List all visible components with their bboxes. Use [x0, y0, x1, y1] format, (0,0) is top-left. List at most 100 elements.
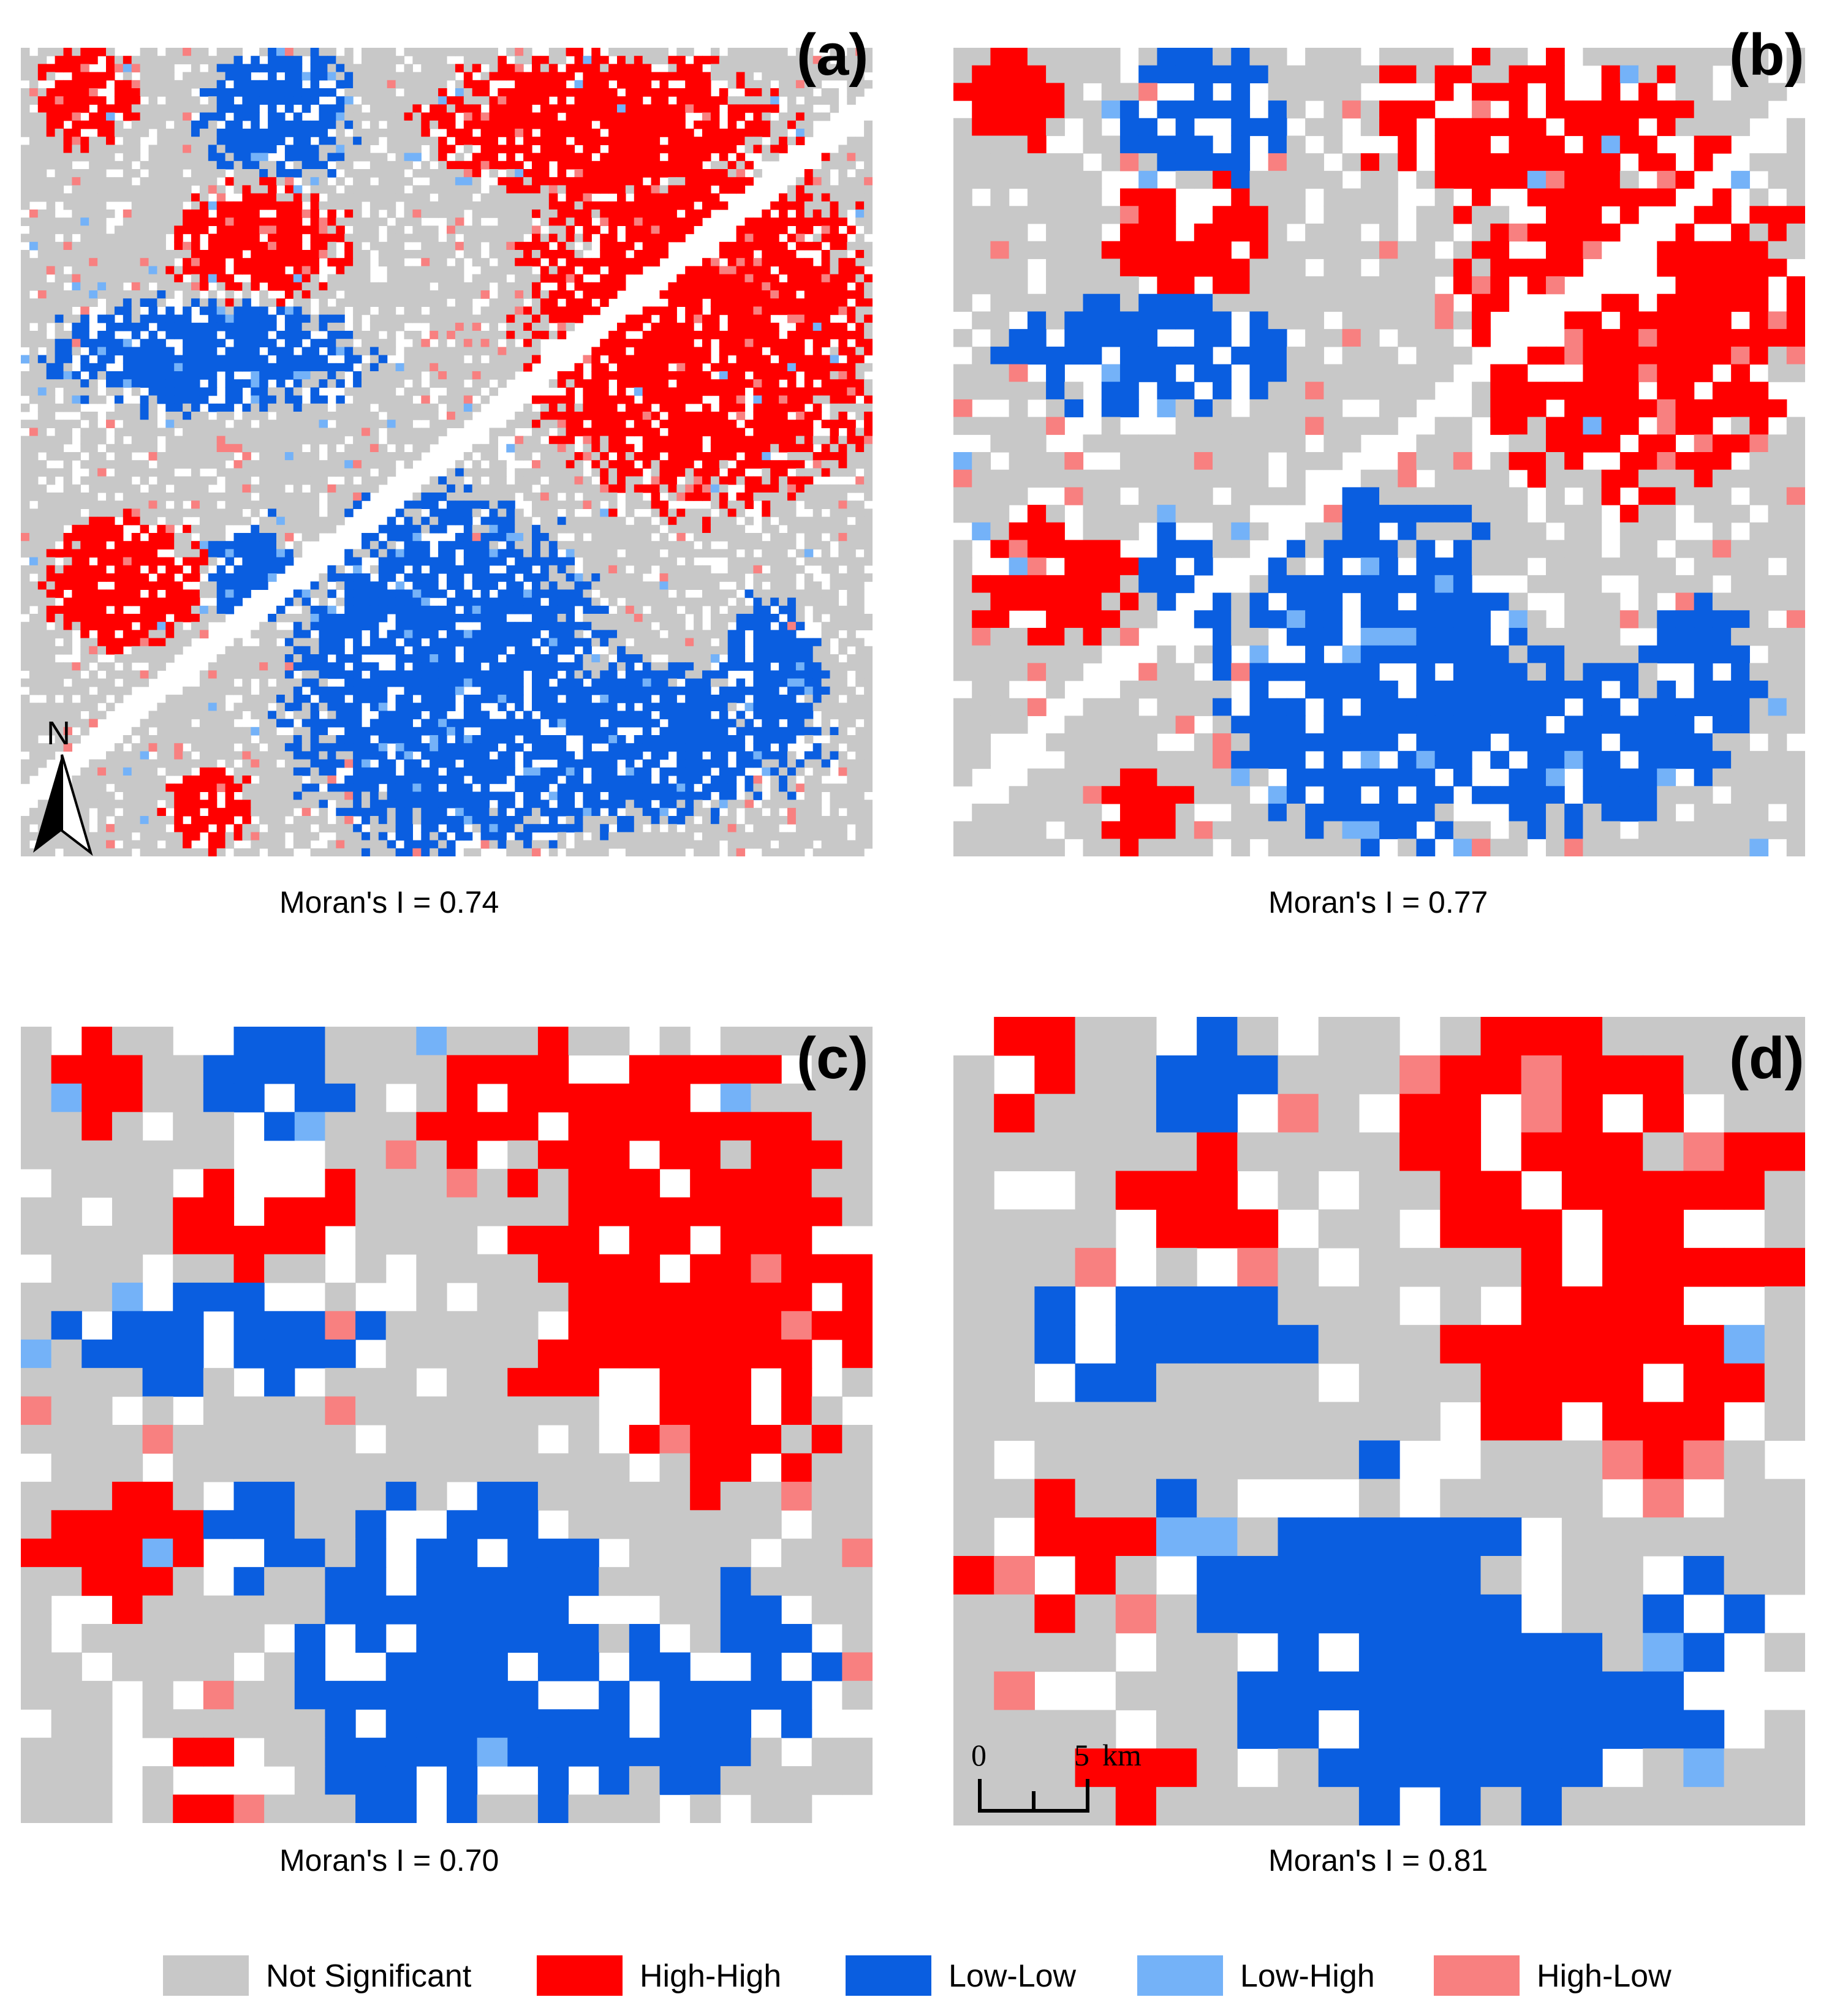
map-cell: [353, 444, 362, 453]
map-cell: [821, 96, 831, 105]
map-cell: [233, 484, 243, 493]
map-cell: [55, 225, 64, 235]
map-cell: [233, 88, 243, 97]
map-cell: [353, 250, 362, 259]
map-cell: [651, 258, 661, 266]
map-cell: [838, 493, 847, 501]
map-cell: [225, 274, 235, 283]
map-cell: [438, 112, 447, 121]
map-cell: [233, 120, 243, 129]
map-cell: [301, 347, 311, 356]
map-cell: [46, 371, 56, 380]
map-cell: [123, 298, 132, 307]
map-cell: [199, 258, 209, 266]
map-cell: [412, 444, 422, 453]
map-cell: [557, 322, 567, 331]
map-cell: [532, 322, 541, 331]
map-cell: [80, 217, 89, 226]
map-cell: [301, 210, 311, 218]
map-cell: [157, 169, 166, 178]
map-cell: [523, 516, 532, 526]
map-cell: [276, 412, 286, 420]
map-cell: [855, 444, 865, 453]
map-cell: [242, 476, 251, 485]
map-cell: [29, 314, 39, 323]
map-cell: [676, 112, 686, 121]
map-cell: [600, 298, 609, 307]
map-cell: [659, 225, 668, 235]
map-cell: [702, 137, 711, 145]
map-cell: [157, 153, 166, 162]
map-cell: [847, 274, 856, 283]
map-cell: [591, 347, 600, 356]
map-cell: [642, 88, 652, 97]
map-cell: [744, 282, 754, 291]
map-cell: [608, 444, 618, 453]
map-cell: [233, 347, 243, 356]
map-cell: [532, 468, 541, 477]
map-cell: [617, 420, 626, 428]
map-cell: [463, 403, 473, 412]
map-cell: [506, 64, 515, 73]
map-cell: [378, 322, 388, 331]
map-cell: [208, 314, 218, 323]
map-cell: [387, 282, 396, 291]
map-cell: [804, 129, 814, 137]
map-cell: [310, 274, 320, 283]
map-cell: [583, 266, 592, 275]
map-cell: [651, 177, 661, 186]
map-cell: [310, 412, 320, 420]
map-cell: [268, 145, 277, 154]
map-cell: [583, 233, 592, 243]
map-cell: [191, 80, 200, 89]
map-cell: [762, 428, 771, 437]
map-cell: [651, 169, 661, 178]
map-cell: [225, 436, 235, 445]
map-cell: [29, 460, 39, 469]
map-cell: [548, 314, 558, 323]
map-cell: [855, 387, 865, 396]
map-cell: [319, 153, 328, 162]
map-cell: [702, 56, 711, 64]
map-cell: [548, 476, 558, 485]
map-cell: [830, 185, 839, 194]
map-cell: [719, 484, 729, 493]
map-cell: [727, 129, 737, 137]
map-cell: [583, 88, 592, 97]
map-cell: [804, 355, 814, 364]
map-cell: [694, 298, 703, 307]
map-cell: [634, 80, 643, 89]
map-cell: [685, 322, 694, 331]
map-cell: [29, 258, 39, 266]
map-cell: [174, 56, 183, 64]
map-cell: [80, 412, 89, 420]
map-cell: [106, 549, 115, 558]
map-cell: [46, 48, 56, 56]
map-cell: [268, 444, 277, 453]
map-cell: [864, 493, 873, 501]
map-cell: [21, 250, 30, 259]
map-cell: [762, 250, 771, 259]
map-cell: [80, 387, 89, 396]
map-cell: [566, 266, 575, 275]
map-cell: [97, 80, 107, 89]
map-cell: [523, 96, 532, 105]
map-cell: [157, 298, 166, 307]
map-cell: [21, 282, 30, 291]
map-cell: [830, 282, 839, 291]
map-cell: [591, 420, 600, 428]
map-cell: [821, 468, 831, 477]
map-cell: [208, 233, 218, 243]
map-cell: [455, 96, 464, 105]
map-cell: [548, 250, 558, 259]
map-cell: [787, 460, 797, 469]
map-cell: [421, 516, 430, 526]
map-cell: [37, 112, 47, 121]
map-cell: [838, 444, 847, 453]
map-cell: [600, 420, 609, 428]
map-cell: [421, 56, 430, 64]
map-cell: [344, 460, 354, 469]
map-cell: [123, 96, 132, 105]
map-cell: [344, 258, 354, 266]
map-cell: [625, 403, 635, 412]
